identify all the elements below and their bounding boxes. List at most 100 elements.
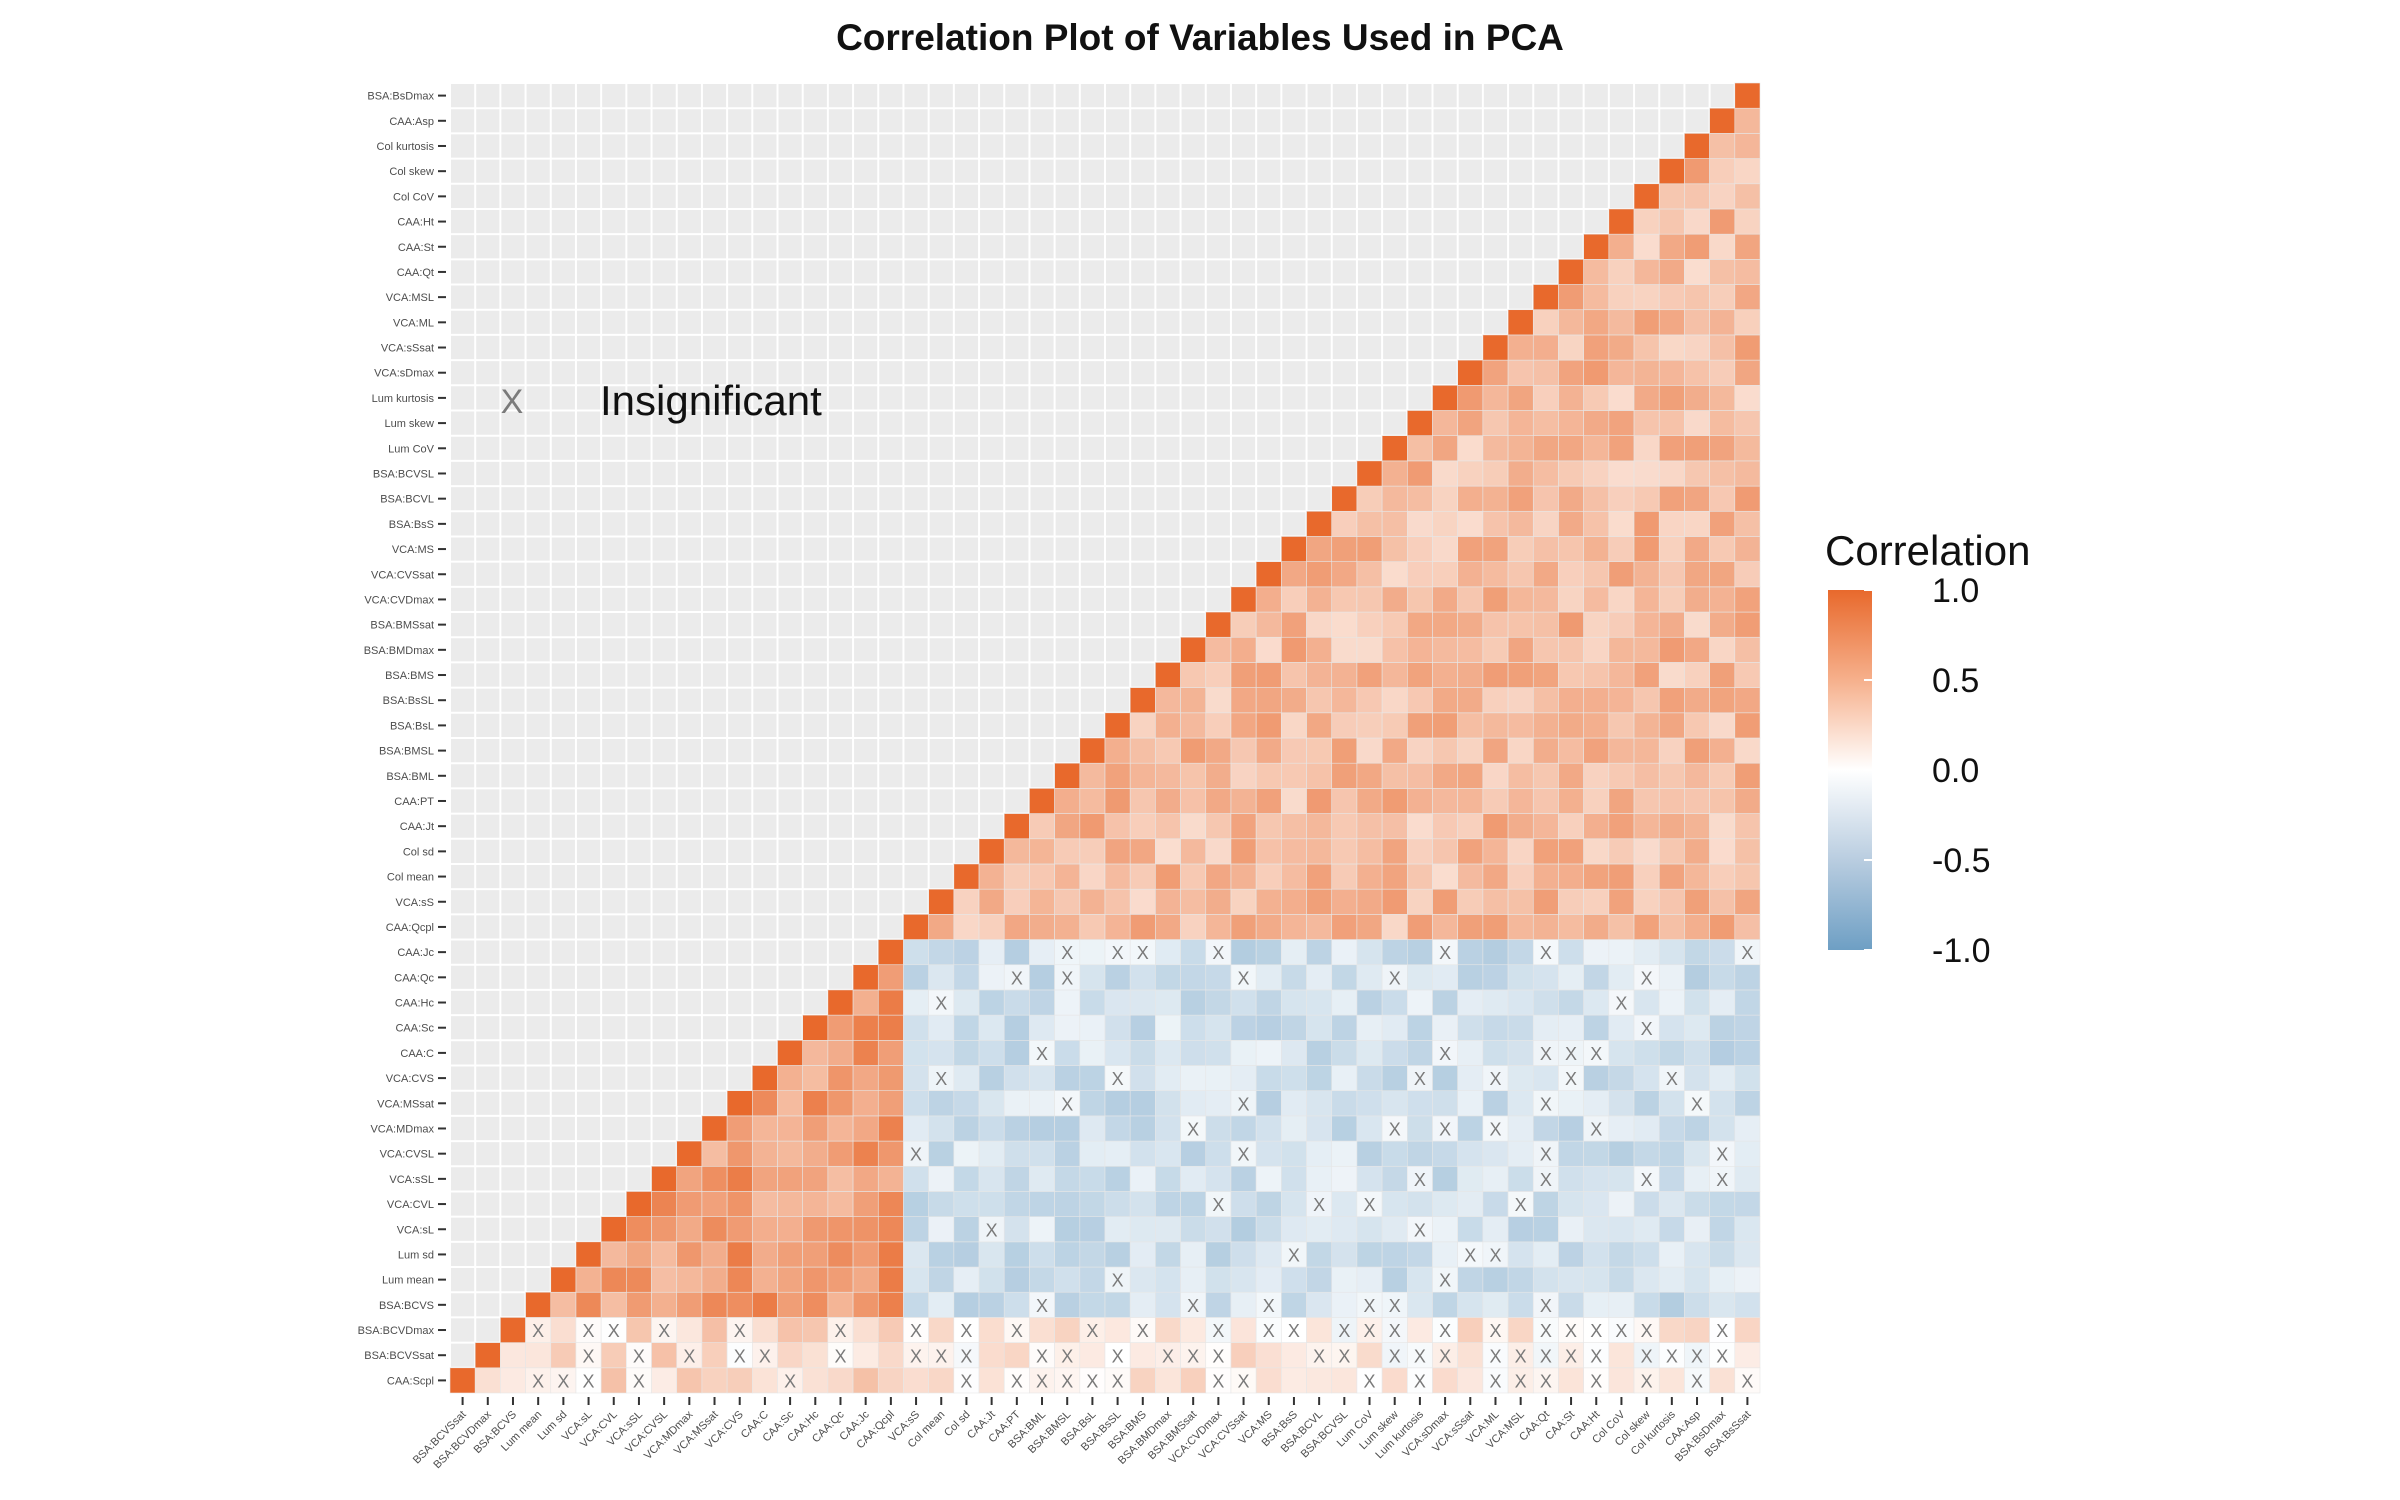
- heatmap-cell: [1558, 385, 1584, 411]
- heatmap-cell: [802, 1291, 829, 1318]
- heatmap-cell: [1356, 1291, 1383, 1318]
- heatmap-cell: [1104, 1165, 1131, 1192]
- heatmap-cell: [852, 1115, 879, 1142]
- heatmap-cell: [1532, 888, 1559, 915]
- heatmap-cell: [1029, 1140, 1055, 1167]
- heatmap-cell: [1507, 939, 1534, 966]
- heatmap-cell: [1331, 1140, 1358, 1167]
- heatmap-cell: [1658, 1165, 1685, 1192]
- heatmap-cell: [1281, 1291, 1307, 1318]
- heatmap-cell: [978, 1115, 1005, 1142]
- heatmap-cell: [1306, 561, 1333, 588]
- insignificant-mark: X: [557, 1371, 569, 1391]
- heatmap-cell: [1205, 737, 1232, 764]
- insignificant-mark: X: [1313, 1346, 1325, 1366]
- heatmap-cell: [1633, 1241, 1660, 1268]
- heatmap-cell: [1482, 914, 1509, 940]
- heatmap-cell: [752, 1140, 778, 1167]
- heatmap-cell: [1407, 1014, 1433, 1041]
- heatmap-cell: [1003, 1317, 1030, 1343]
- y-tick-label: Col mean: [387, 872, 434, 884]
- heatmap-cell: [1129, 838, 1156, 865]
- heatmap-cell: [575, 1266, 602, 1293]
- y-tick-label: CAA:Jc: [397, 947, 434, 959]
- heatmap-cell: [1104, 989, 1131, 1016]
- heatmap-cell: [1658, 662, 1685, 688]
- heatmap-cell: [1482, 687, 1509, 714]
- heatmap-cell: [1054, 1216, 1081, 1243]
- heatmap-cell: [1684, 1140, 1710, 1167]
- heatmap-cell: [1155, 1090, 1181, 1117]
- heatmap-cell: [1331, 1342, 1358, 1369]
- heatmap-cell: [1532, 284, 1559, 311]
- heatmap-cell: [1381, 510, 1408, 537]
- heatmap-cell: [1356, 662, 1383, 688]
- insignificant-mark: X: [1414, 1069, 1426, 1089]
- heatmap-cell: [1482, 888, 1509, 915]
- heatmap-cell: [1381, 1216, 1408, 1243]
- heatmap-cell: [1658, 964, 1685, 991]
- heatmap-cell: [1558, 1115, 1584, 1142]
- heatmap-cell: [1432, 863, 1458, 890]
- heatmap-cell: [1255, 687, 1282, 714]
- heatmap-cell: [1658, 485, 1685, 512]
- y-tick-label: BSA:BMSsat: [370, 620, 434, 632]
- heatmap-cell: [1482, 485, 1509, 512]
- heatmap-cell: [1457, 914, 1484, 940]
- heatmap-cell: [953, 1065, 980, 1091]
- heatmap-cell: [1356, 687, 1383, 714]
- heatmap-cell: [1507, 1342, 1534, 1369]
- heatmap-cell: [1583, 611, 1610, 638]
- heatmap-cell: [1281, 1040, 1307, 1066]
- heatmap-cell: [953, 1241, 980, 1268]
- heatmap-cell: [777, 1317, 803, 1343]
- heatmap-cell: [1658, 762, 1685, 789]
- heatmap-cell: [1407, 435, 1433, 462]
- heatmap-cell: [1658, 989, 1685, 1016]
- insignificant-mark: X: [1187, 1296, 1199, 1316]
- heatmap-cell: [726, 1165, 753, 1192]
- heatmap-cell: [1532, 1216, 1559, 1243]
- heatmap-cell: [1331, 1165, 1358, 1192]
- heatmap-cell: [1205, 1266, 1232, 1293]
- insignificant-mark: X: [1036, 1296, 1048, 1316]
- heatmap-cell: [550, 1342, 577, 1369]
- insignificant-mark: X: [1666, 1346, 1678, 1366]
- insignificant-mark: X: [935, 1069, 947, 1089]
- heatmap-cell: [1306, 762, 1333, 789]
- heatmap-cell: [1709, 964, 1736, 991]
- heatmap-cell: [1658, 888, 1685, 915]
- heatmap-cell: [1558, 636, 1584, 663]
- heatmap-cell: [1432, 888, 1458, 915]
- heatmap-cell: [1532, 838, 1559, 865]
- heatmap-cell: [1180, 662, 1207, 688]
- heatmap-cell: [1507, 410, 1534, 436]
- y-tick-label: CAA:C: [400, 1048, 434, 1060]
- heatmap-cell: [1734, 385, 1761, 411]
- heatmap-cell: [1003, 939, 1030, 966]
- heatmap-cell: [953, 863, 980, 890]
- heatmap-cell: [1633, 687, 1660, 714]
- y-tick-label: BSA:BsSL: [383, 695, 434, 707]
- heatmap-cell: [1507, 1014, 1534, 1041]
- heatmap-cell: [1457, 435, 1484, 462]
- heatmap-cell: [1658, 460, 1685, 487]
- heatmap-cell: [1331, 662, 1358, 688]
- heatmap-cell: [1003, 1090, 1030, 1117]
- heatmap-cell: [1658, 410, 1685, 436]
- heatmap-cell: [1583, 1040, 1610, 1066]
- heatmap-cell: [827, 1065, 854, 1091]
- heatmap-cell: [1155, 813, 1181, 840]
- heatmap-cell: [1331, 989, 1358, 1016]
- insignificant-mark: X: [1565, 1069, 1577, 1089]
- heatmap-cell: [978, 1140, 1005, 1167]
- heatmap-cell: [1608, 1165, 1635, 1192]
- heatmap-cell: [1432, 636, 1458, 663]
- heatmap-cell: [1306, 1040, 1333, 1066]
- heatmap-cell: [1281, 737, 1307, 764]
- heatmap-cell: [827, 1241, 854, 1268]
- heatmap-cell: [1356, 1140, 1383, 1167]
- heatmap-cell: [1558, 1291, 1584, 1318]
- heatmap-cell: [1205, 1342, 1232, 1369]
- heatmap-cell: [928, 1040, 955, 1066]
